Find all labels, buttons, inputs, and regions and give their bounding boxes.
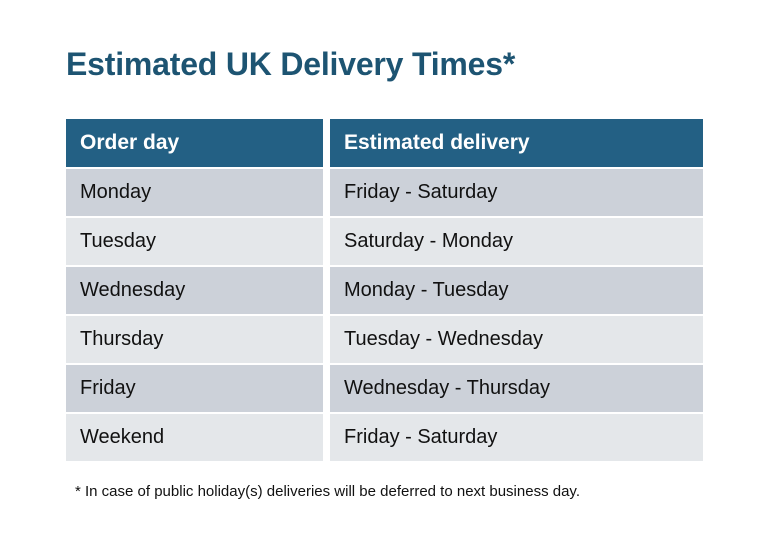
table-row: Friday Wednesday - Thursday [66, 365, 703, 412]
delivery-times-table: Order day Estimated delivery Monday Frid… [66, 119, 703, 461]
cell-order-day: Thursday [66, 316, 323, 363]
cell-estimated-delivery: Saturday - Monday [330, 218, 703, 265]
cell-order-day: Wednesday [66, 267, 323, 314]
table-row: Thursday Tuesday - Wednesday [66, 316, 703, 363]
cell-order-day: Weekend [66, 414, 323, 461]
table-row: Wednesday Monday - Tuesday [66, 267, 703, 314]
cell-order-day: Monday [66, 169, 323, 216]
table-row: Weekend Friday - Saturday [66, 414, 703, 461]
cell-estimated-delivery: Friday - Saturday [330, 169, 703, 216]
table-row: Monday Friday - Saturday [66, 169, 703, 216]
cell-order-day: Tuesday [66, 218, 323, 265]
table-row: Tuesday Saturday - Monday [66, 218, 703, 265]
column-header-estimated-delivery: Estimated delivery [330, 119, 703, 167]
footnote-text: * In case of public holiday(s) deliverie… [75, 483, 580, 500]
cell-estimated-delivery: Wednesday - Thursday [330, 365, 703, 412]
page-title: Estimated UK Delivery Times* [66, 46, 516, 82]
column-header-order-day: Order day [66, 119, 323, 167]
table-header-row: Order day Estimated delivery [66, 119, 703, 167]
cell-order-day: Friday [66, 365, 323, 412]
cell-estimated-delivery: Monday - Tuesday [330, 267, 703, 314]
cell-estimated-delivery: Friday - Saturday [330, 414, 703, 461]
cell-estimated-delivery: Tuesday - Wednesday [330, 316, 703, 363]
